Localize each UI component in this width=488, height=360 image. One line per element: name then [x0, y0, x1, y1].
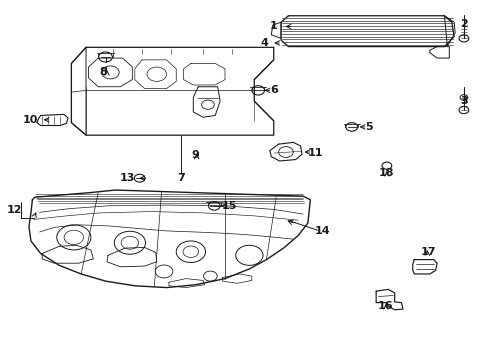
Text: 6: 6 [269, 85, 277, 95]
Text: 9: 9 [191, 150, 199, 160]
Text: 3: 3 [459, 96, 467, 106]
Text: 5: 5 [364, 122, 372, 132]
Text: 11: 11 [307, 148, 322, 158]
Text: 16: 16 [377, 301, 393, 311]
Text: 13: 13 [120, 173, 135, 183]
Text: 1: 1 [269, 21, 277, 31]
Text: 4: 4 [260, 38, 267, 48]
Text: 18: 18 [378, 168, 394, 178]
Text: 10: 10 [22, 115, 38, 125]
Text: 2: 2 [459, 19, 467, 29]
Text: 15: 15 [222, 201, 237, 211]
Text: 12: 12 [6, 206, 22, 216]
Text: 14: 14 [314, 226, 330, 236]
Text: 17: 17 [420, 247, 436, 257]
Text: 8: 8 [99, 67, 107, 77]
Text: 7: 7 [177, 173, 184, 183]
